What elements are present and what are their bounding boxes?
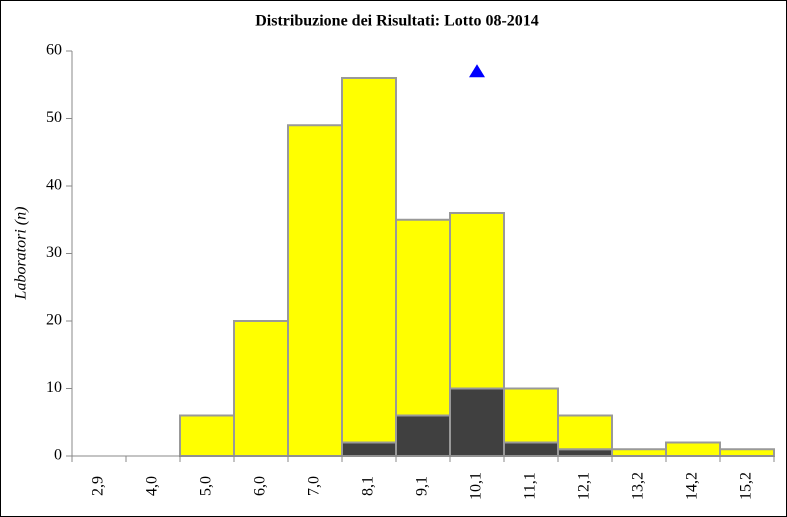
x-tick-label: 14,2: [684, 472, 701, 500]
x-tick-label: 9,1: [414, 476, 431, 496]
chart-title: Distribuzione dei Risultati: Lotto 08-20…: [255, 13, 539, 30]
y-tick-label: 10: [46, 379, 62, 396]
bar-segment: [287, 124, 343, 457]
bar-segment: [449, 387, 505, 457]
y-tick-label: 40: [46, 177, 62, 194]
bar-segment: [395, 218, 451, 417]
bar-segment: [395, 414, 451, 457]
x-tick-label: 13,2: [630, 472, 647, 500]
bar-segment: [233, 320, 289, 457]
x-tick-label: 6,0: [252, 476, 269, 496]
bar-segment: [557, 448, 613, 457]
bar-segment: [503, 441, 559, 457]
x-tick-label: 8,1: [360, 476, 377, 496]
y-tick-label: 60: [46, 42, 62, 59]
y-tick-label: 30: [46, 244, 62, 261]
y-tick-label: 20: [46, 312, 62, 329]
x-tick-label: 4,0: [144, 476, 161, 496]
reference-marker: [469, 64, 485, 78]
bar-segment: [503, 387, 559, 444]
bar-segment: [665, 441, 721, 457]
x-tick-label: 10,1: [468, 472, 485, 500]
x-tick-label: 15,2: [738, 472, 755, 500]
bar-segment: [449, 212, 505, 390]
x-tick-label: 11,1: [522, 472, 539, 499]
bar-segment: [341, 441, 397, 457]
bar-segment: [557, 414, 613, 451]
y-tick-label: 0: [54, 447, 62, 464]
bar-segment: [611, 448, 667, 457]
x-tick-label: 2,9: [90, 476, 107, 496]
bar-segment: [719, 448, 775, 457]
x-tick-label: 7,0: [306, 476, 323, 496]
bar-segment: [179, 414, 235, 457]
y-tick-label: 50: [46, 109, 62, 126]
x-tick-label: 5,0: [198, 476, 215, 496]
y-axis-label: Laboratori (n): [13, 207, 30, 301]
x-tick-label: 12,1: [576, 472, 593, 500]
bar-segment: [341, 77, 397, 444]
